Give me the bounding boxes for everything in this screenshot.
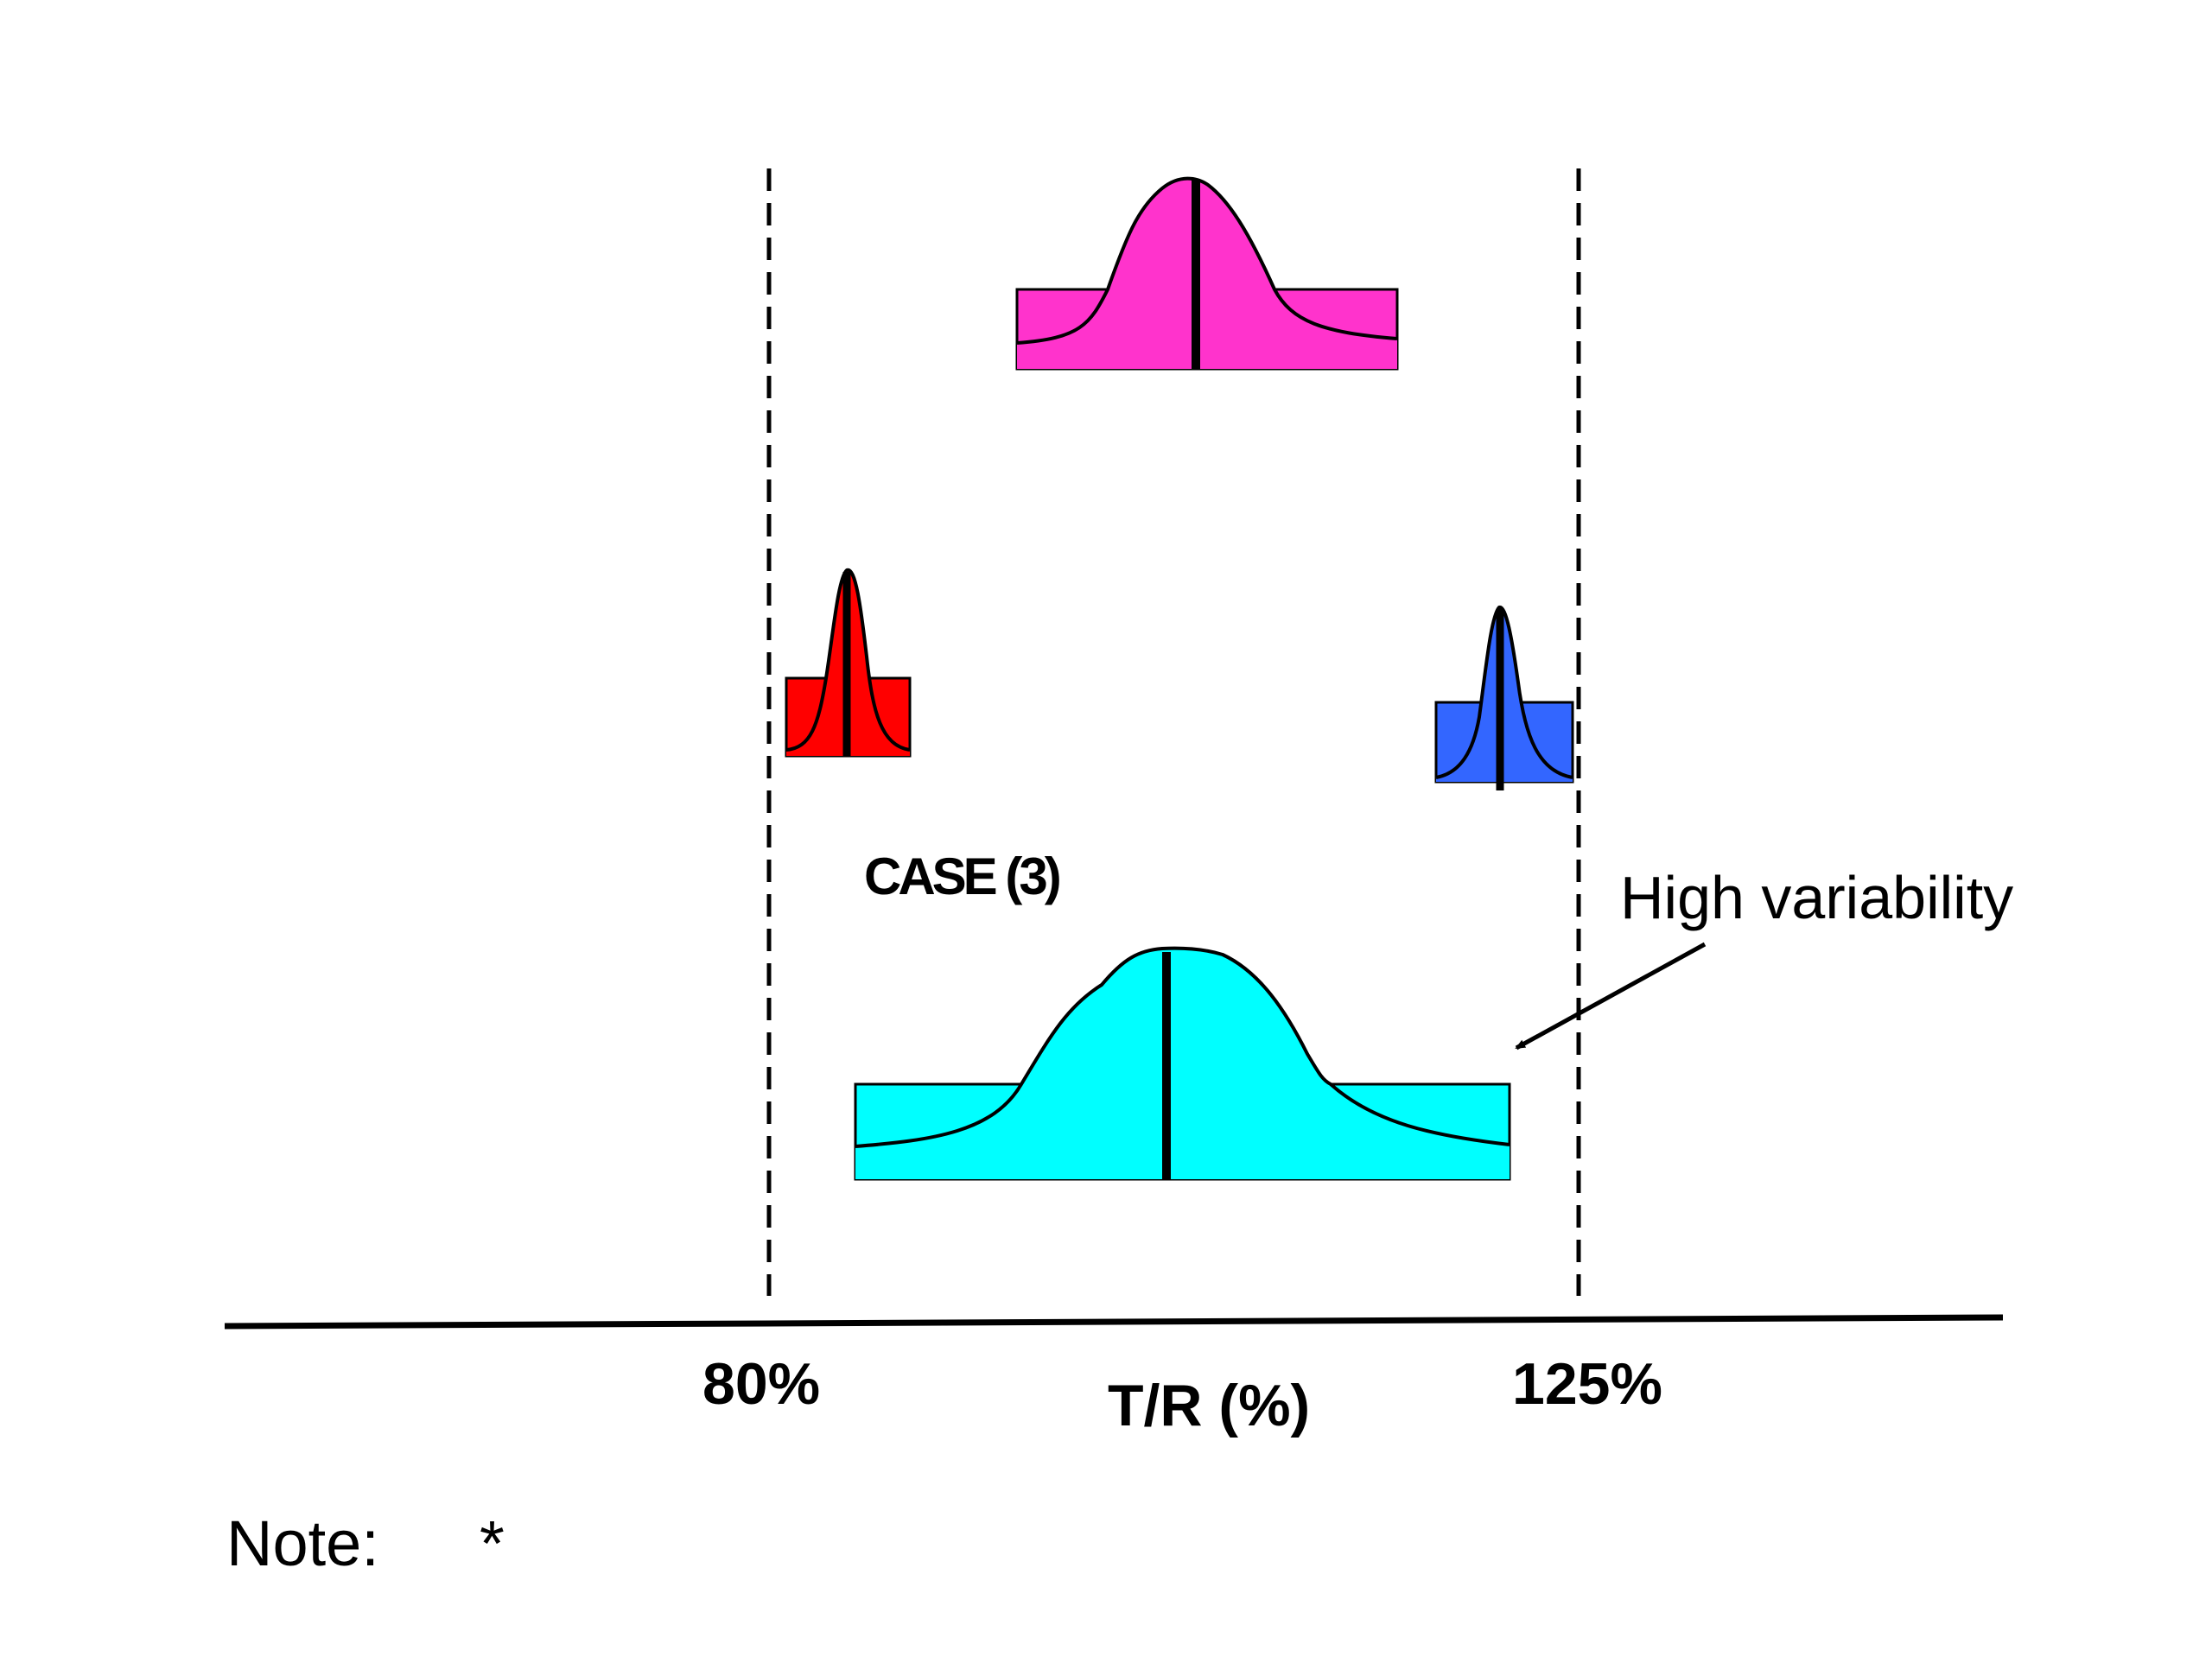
- distribution-red: [785, 568, 912, 758]
- distribution-magenta: [1015, 176, 1399, 371]
- cyan-curve-outline: [855, 946, 1510, 1148]
- distribution-cyan: [854, 946, 1511, 1181]
- axis-title: T/R (%): [1108, 1373, 1310, 1438]
- distribution-blue: [1434, 606, 1574, 790]
- annotation-label: High variability: [1620, 864, 2013, 931]
- x-axis-line: [224, 1314, 2004, 1330]
- axis-label-125: 125%: [1512, 1351, 1662, 1417]
- red-curve-outline: [785, 568, 911, 752]
- magenta-curve: [1017, 178, 1397, 369]
- blue-curve-outline: [1435, 606, 1573, 779]
- blue-curve: [1436, 606, 1573, 782]
- cyan-curve: [855, 948, 1510, 1179]
- axis-label-80: 80%: [702, 1351, 820, 1417]
- note-marker: *: [480, 1507, 505, 1579]
- annotation-arrow: [1515, 942, 1707, 1050]
- note-label: Note:: [226, 1507, 379, 1579]
- case-label: CASE (3): [864, 847, 1059, 905]
